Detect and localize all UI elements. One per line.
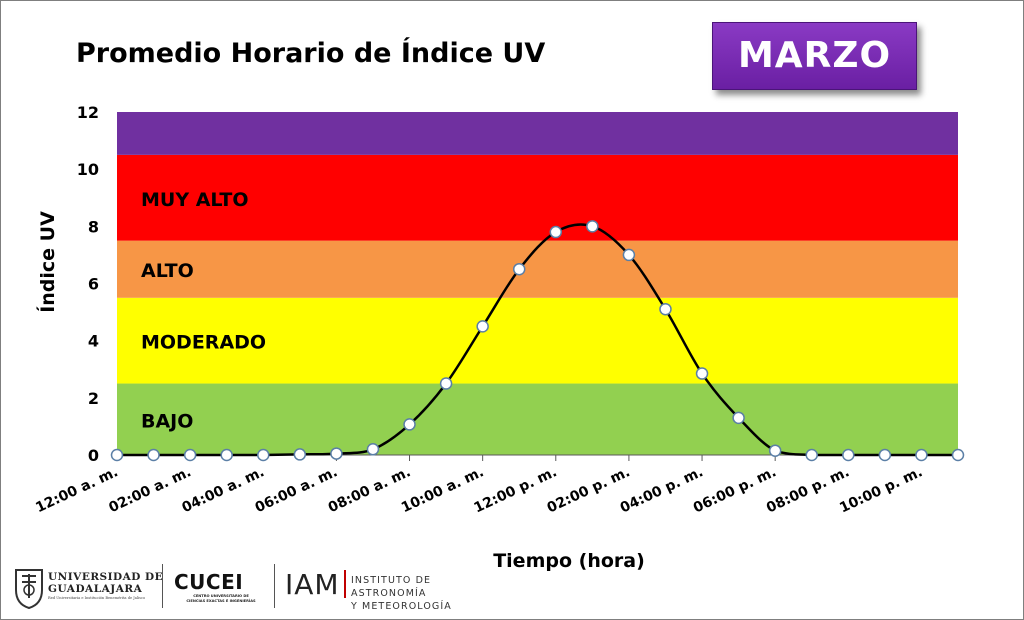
- x-tick-label: 08:00 a. m.: [326, 464, 413, 516]
- data-point: [439, 377, 453, 390]
- data-point: [147, 448, 160, 462]
- x-tick-label: 04:00 p. m.: [618, 464, 706, 516]
- logo-divider: [162, 564, 163, 608]
- data-point: [549, 225, 563, 239]
- cucei-sub2: CIENCIAS EXACTAS E INGENIERÍAS: [186, 599, 256, 603]
- band-label: ALTO: [141, 260, 194, 282]
- ug-line1: UNIVERSIDAD DE: [48, 571, 164, 583]
- x-tick-label: 04:00 a. m.: [180, 464, 267, 516]
- chart-title: Promedio Horario de Índice UV: [76, 38, 546, 69]
- data-point: [366, 443, 380, 456]
- ug-line3: Red Universitaria e Institución Beneméri…: [48, 596, 146, 600]
- data-point: [732, 411, 745, 425]
- y-tick-label: 12: [77, 103, 99, 122]
- uv-band: [117, 112, 958, 155]
- institution-logos: UNIVERSIDAD DE GUADALAJARA Red Universit…: [10, 560, 500, 612]
- cucei-logo: CUCEI: [174, 570, 244, 594]
- data-point: [915, 448, 928, 462]
- data-point: [768, 444, 782, 457]
- ug-line2: GUADALAJARA: [48, 583, 143, 595]
- x-tick-label: 12:00 p. m.: [472, 464, 560, 516]
- data-point: [805, 448, 818, 462]
- x-tick-label: 02:00 a. m.: [106, 464, 193, 516]
- y-axis-label: Índice UV: [36, 211, 59, 313]
- iam-sub2: Y METEOROLOGÍA: [351, 601, 452, 612]
- data-point: [842, 448, 855, 462]
- data-point: [951, 448, 965, 462]
- data-point: [293, 448, 307, 461]
- uv-band: [117, 297, 958, 384]
- data-point: [183, 448, 197, 462]
- x-tick-label: 06:00 a. m.: [253, 464, 340, 516]
- logo-divider: [344, 570, 346, 598]
- x-tick-label: 12:00 a. m.: [33, 464, 120, 516]
- x-tick-label: 10:00 p. m.: [837, 464, 925, 516]
- x-tick-label: 06:00 p. m.: [691, 464, 779, 516]
- data-point: [220, 448, 233, 462]
- band-label: MUY ALTO: [141, 189, 249, 211]
- data-point: [878, 448, 892, 462]
- y-tick-label: 4: [88, 332, 99, 351]
- data-point: [622, 248, 636, 262]
- cucei-subtitle: CENTRO UNIVERSITARIO DE CIENCIAS EXACTAS…: [176, 594, 266, 604]
- cucei-sub1: CENTRO UNIVERSITARIO DE: [193, 594, 249, 598]
- y-tick-label: 2: [88, 389, 99, 408]
- data-point: [330, 447, 343, 460]
- y-tick-label: 10: [77, 160, 99, 179]
- logo-divider: [274, 564, 275, 608]
- x-tick-label: 08:00 p. m.: [764, 464, 852, 516]
- iam-sub1: INSTITUTO DE ASTRONOMÍA: [351, 575, 432, 599]
- uv-band: [117, 240, 958, 298]
- iam-logo: IAM: [285, 568, 340, 601]
- data-point: [257, 448, 270, 462]
- x-axis-label: Tiempo (hora): [493, 550, 645, 572]
- university-seal-icon: [15, 569, 43, 610]
- data-point: [110, 448, 124, 462]
- band-label: MODERADO: [141, 332, 266, 354]
- data-point: [476, 320, 489, 333]
- university-logo-text: UNIVERSIDAD DE GUADALAJARA Red Universit…: [48, 571, 163, 601]
- data-point: [659, 302, 672, 316]
- iam-subtitle: INSTITUTO DE ASTRONOMÍA Y METEOROLOGÍA: [351, 574, 500, 613]
- y-tick-label: 8: [88, 217, 99, 236]
- data-point: [512, 262, 526, 276]
- data-point: [403, 418, 416, 431]
- y-tick-label: 0: [88, 446, 99, 465]
- month-badge: MARZO: [712, 22, 917, 90]
- x-tick-label: 02:00 p. m.: [545, 464, 633, 516]
- y-tick-label: 6: [88, 275, 99, 294]
- x-tick-label: 10:00 a. m.: [399, 464, 486, 516]
- uv-band: [117, 154, 958, 241]
- data-point: [695, 367, 709, 380]
- uv-band: [117, 383, 958, 455]
- band-label: BAJO: [141, 410, 193, 432]
- data-point: [586, 220, 599, 233]
